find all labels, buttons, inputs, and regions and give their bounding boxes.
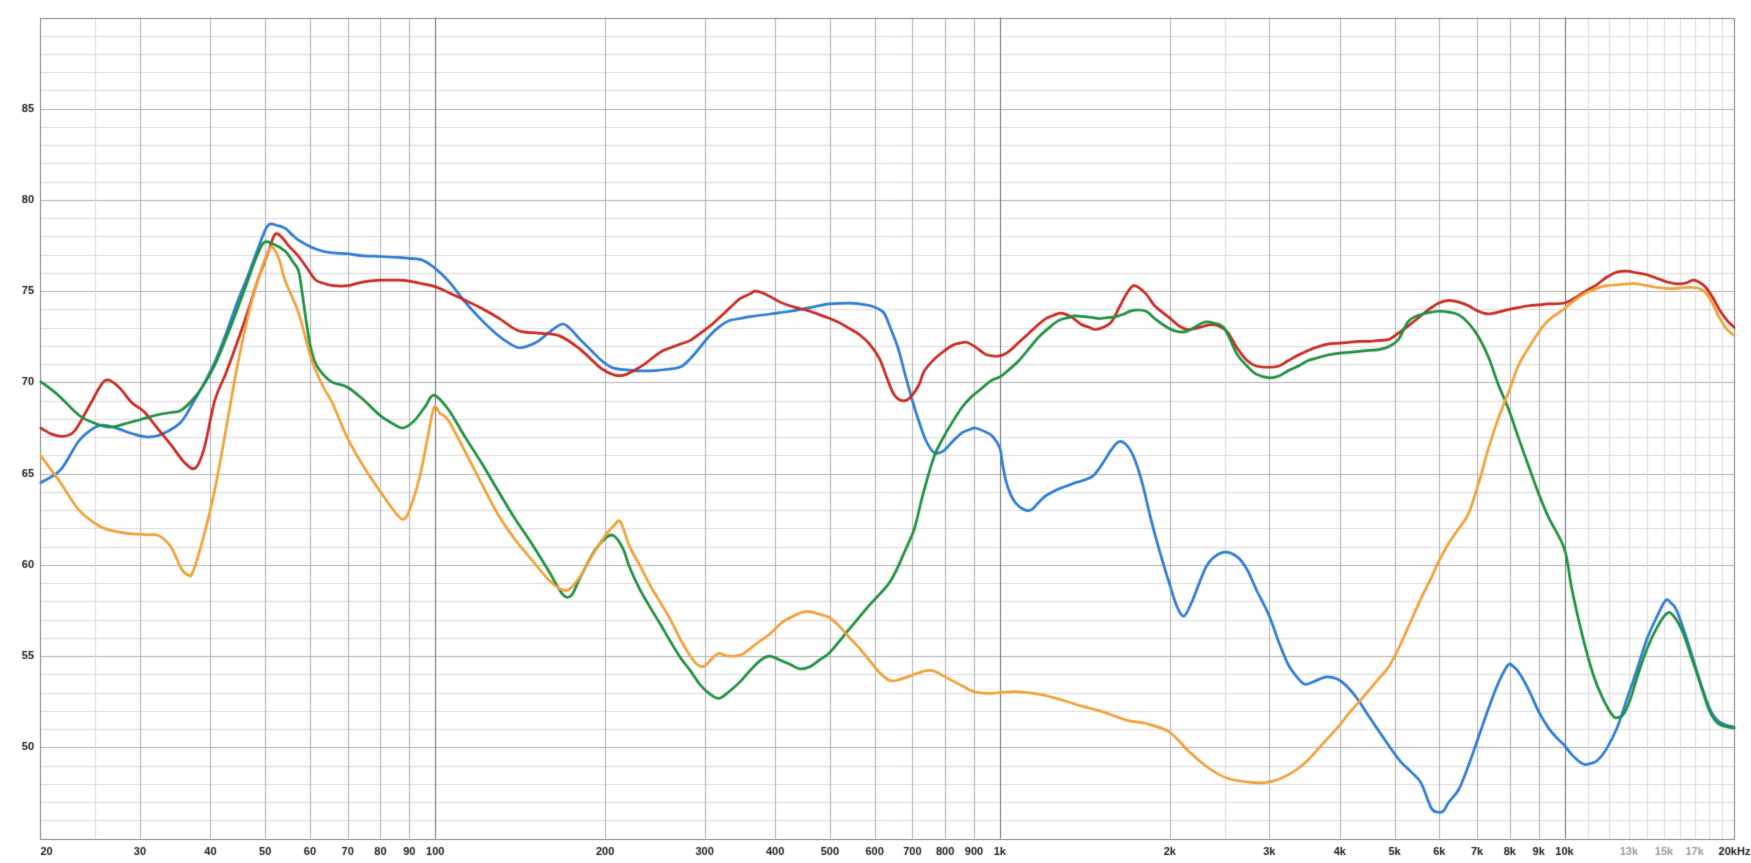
spl-chart-canvas[interactable] bbox=[0, 0, 1751, 863]
spl-frequency-response-chart: SPL bbox=[0, 0, 1751, 863]
